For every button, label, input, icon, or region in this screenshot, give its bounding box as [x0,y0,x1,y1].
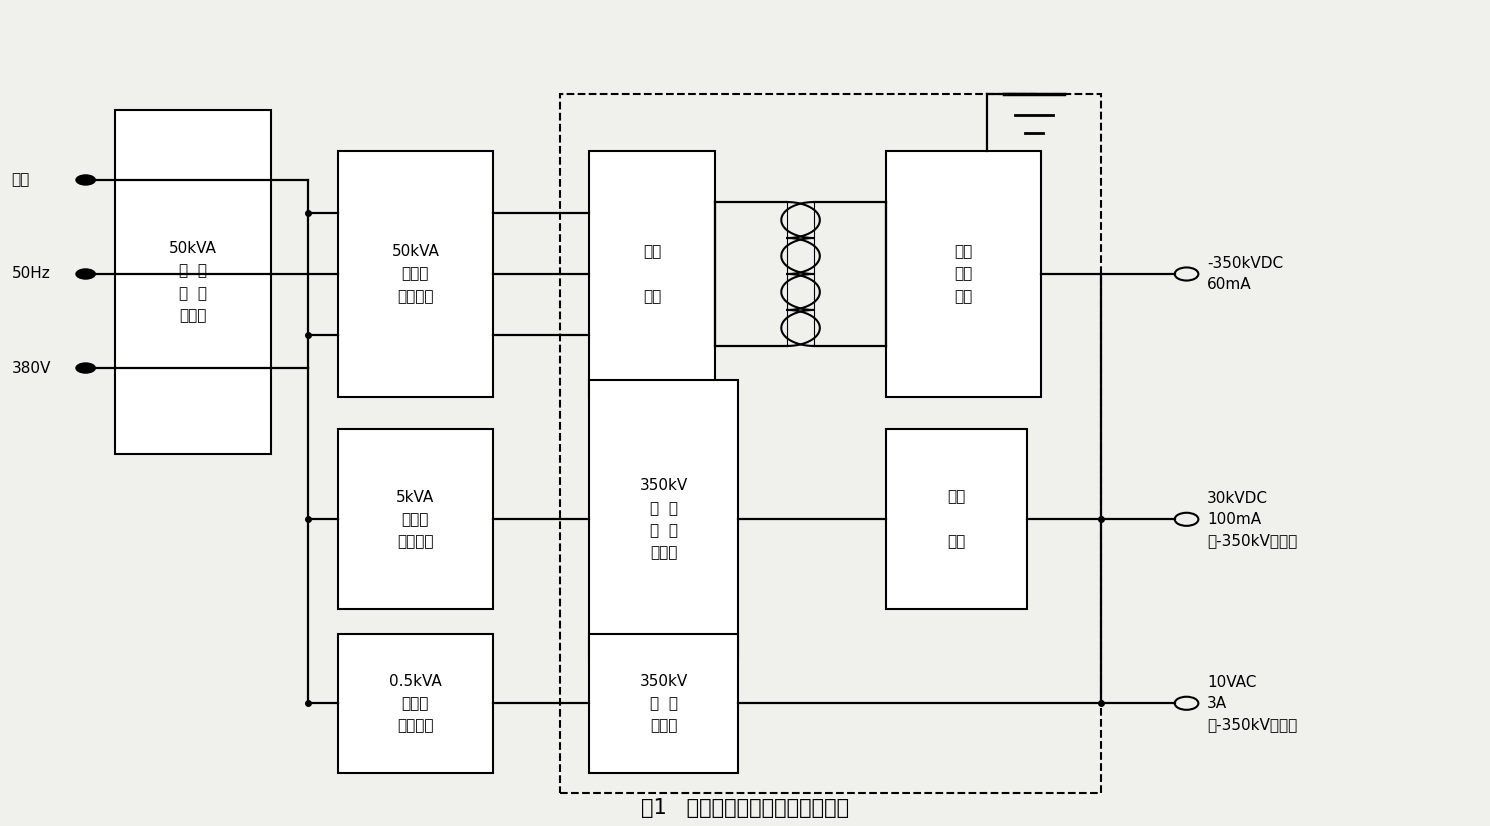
Text: 三相: 三相 [12,173,30,188]
Bar [590,151,715,396]
Bar [590,634,738,773]
Text: 50kVA
稳压器
（可调）: 50kVA 稳压器 （可调） [392,244,440,304]
Text: 380V: 380V [12,360,51,376]
Bar [338,151,493,396]
Text: 350kV
隔  离
变压器: 350kV 隔 离 变压器 [639,673,687,733]
Bar [885,151,1042,396]
Bar [338,634,493,773]
Bar [590,380,738,658]
Text: 高频
高压
整流: 高频 高压 整流 [955,244,973,304]
Text: 整流

滤波: 整流 滤波 [948,490,966,549]
Bar [338,430,493,610]
Text: 350kV
隔  离
升  压
变压器: 350kV 隔 离 升 压 变压器 [639,478,687,560]
Circle shape [76,174,95,186]
Text: 0.5kVA
稳压器
（可调）: 0.5kVA 稳压器 （可调） [389,673,441,733]
Text: 50Hz: 50Hz [12,267,51,282]
Text: 50kVA
三  相
隔  离
变压器: 50kVA 三 相 隔 离 变压器 [170,241,218,323]
Bar [885,430,1027,610]
Text: 30kVDC
100mA
（-350kV电位）: 30kVDC 100mA （-350kV电位） [1207,491,1298,548]
Bar [560,94,1101,793]
Bar [115,111,271,453]
Text: 功率

变换: 功率 变换 [644,244,662,304]
Text: 10VAC
3A
（-350kV电位）: 10VAC 3A （-350kV电位） [1207,675,1298,732]
Text: -350kVDC
60mA: -350kVDC 60mA [1207,256,1283,292]
Circle shape [76,363,95,373]
Circle shape [76,268,95,280]
Text: 5kVA
稳压器
（可调）: 5kVA 稳压器 （可调） [396,490,435,549]
Text: 图1   加速器电源系统构成电气框图: 图1 加速器电源系统构成电气框图 [641,798,849,818]
